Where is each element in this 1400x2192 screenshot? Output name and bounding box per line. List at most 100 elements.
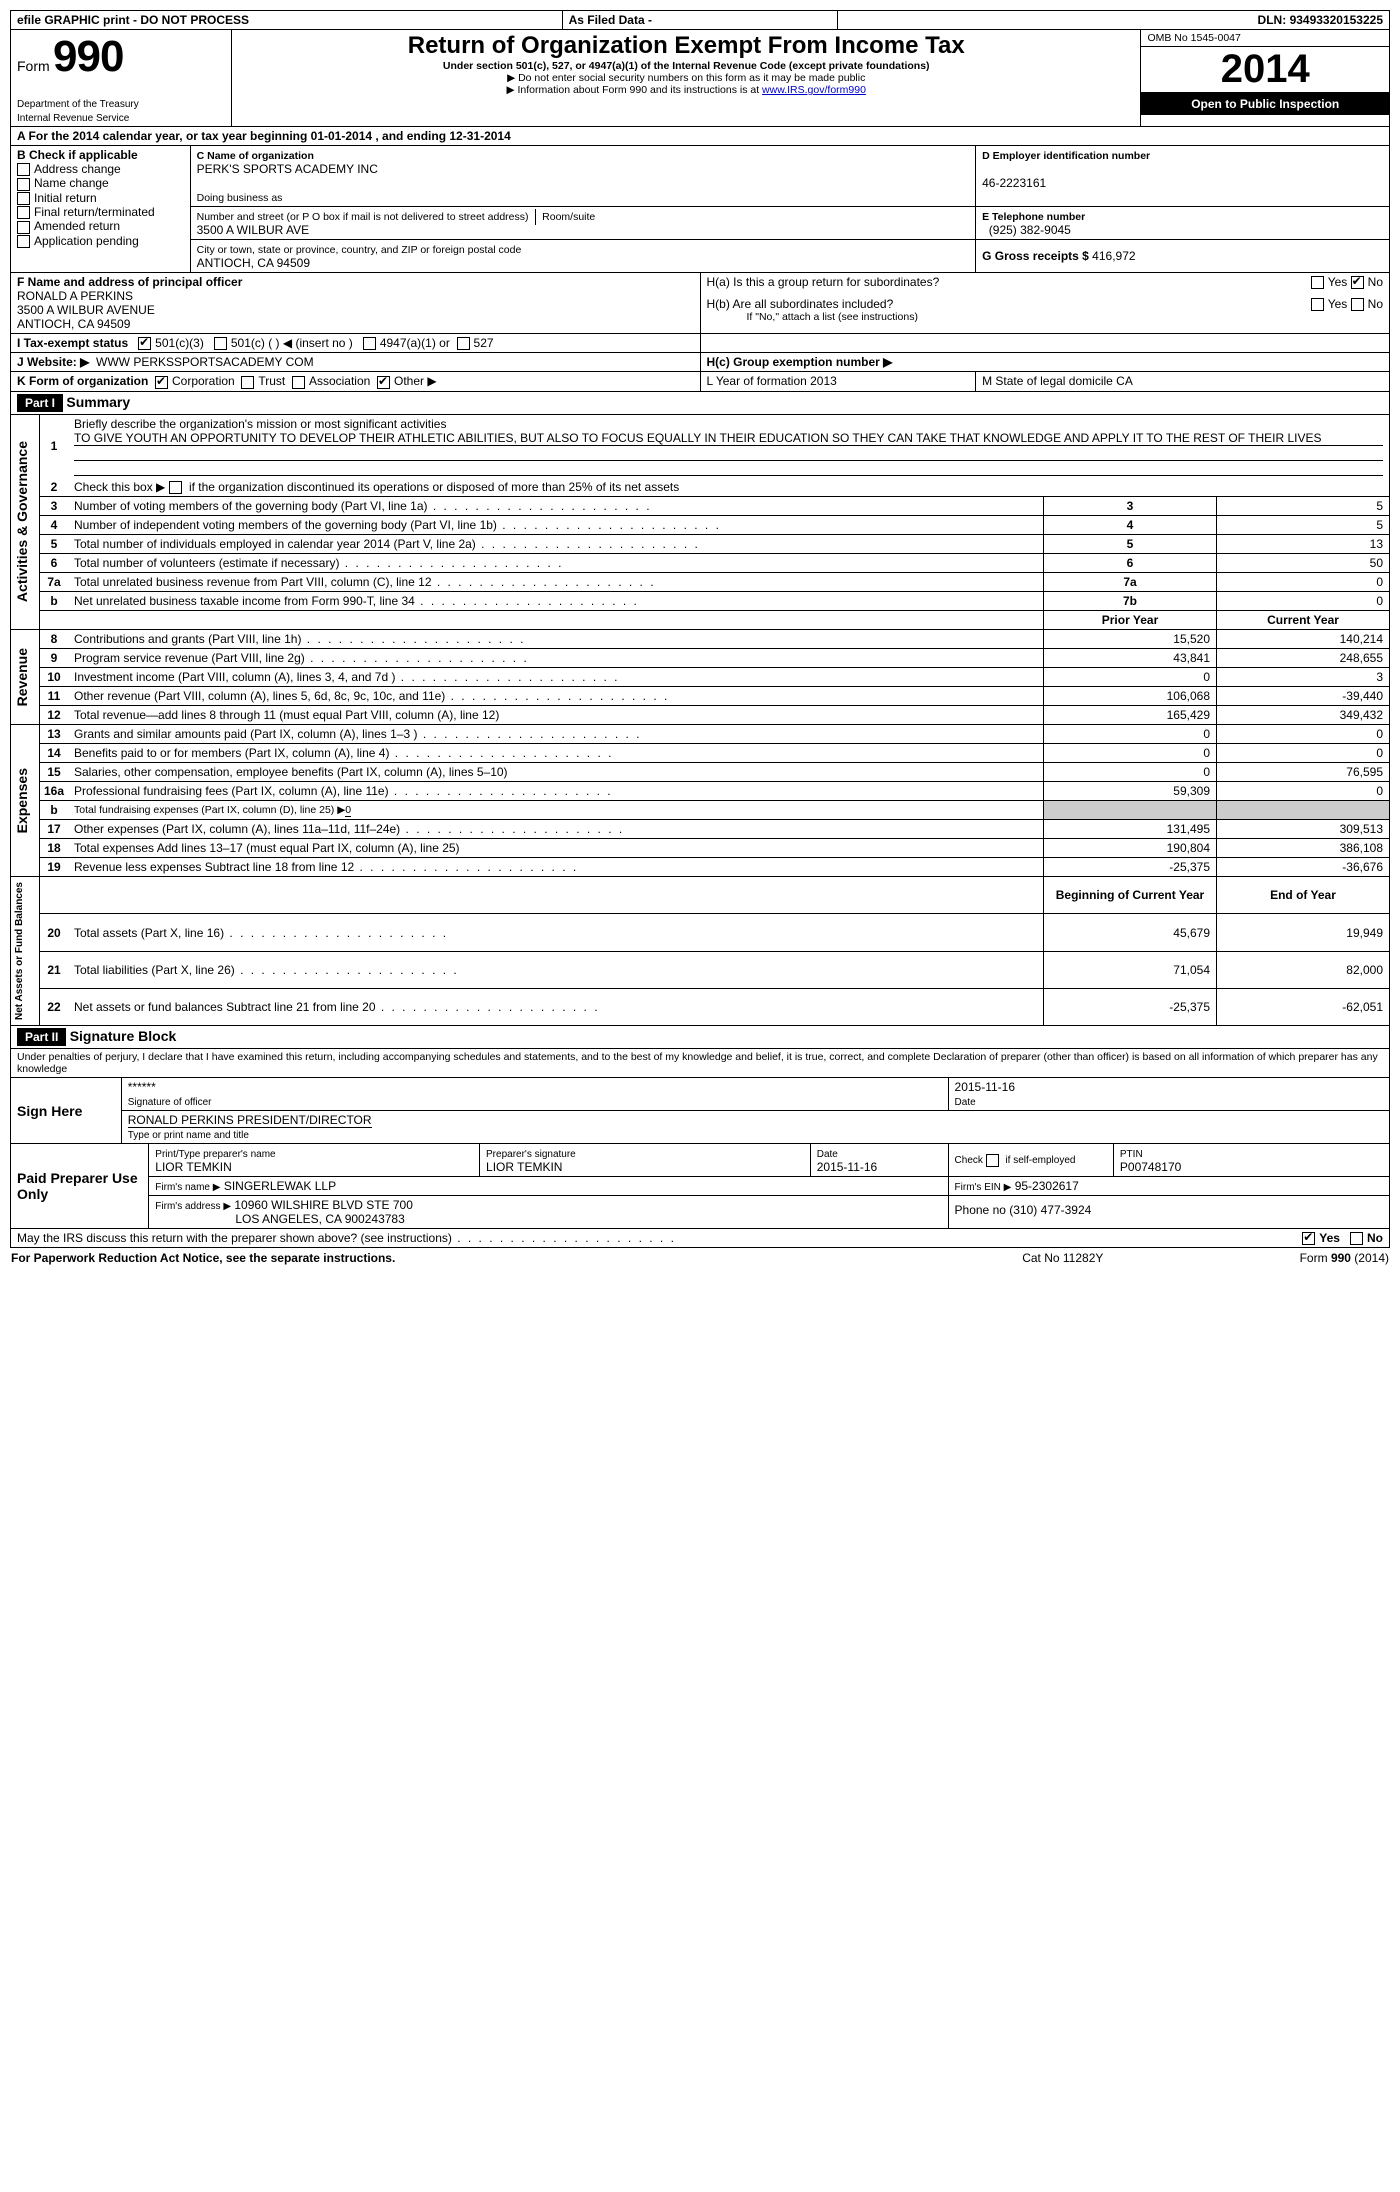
chk-discuss-yes[interactable]	[1302, 1232, 1315, 1245]
l3-box: 3	[1044, 496, 1217, 515]
l15-no: 15	[40, 762, 69, 781]
l8-text: Contributions and grants (Part VIII, lin…	[68, 629, 1044, 648]
chk-other[interactable]	[377, 376, 390, 389]
officer-name: RONALD A PERKINS	[17, 289, 133, 303]
sig-stars: ******	[128, 1080, 156, 1094]
firm-name: SINGERLEWAK LLP	[224, 1179, 336, 1193]
chk-hb-yes[interactable]	[1311, 298, 1324, 311]
opt-501c: 501(c) ( ) ◀ (insert no )	[231, 336, 353, 350]
prep-name: LIOR TEMKIN	[155, 1160, 231, 1174]
city-value: ANTIOCH, CA 94509	[197, 256, 310, 270]
l18-no: 18	[40, 838, 69, 857]
chk-amended-return[interactable]	[17, 221, 30, 234]
l21-cy: 82,000	[1217, 951, 1390, 988]
section-i-label: I Tax-exempt status	[17, 336, 128, 350]
l18-cy: 386,108	[1217, 838, 1390, 857]
city-label: City or town, state or province, country…	[197, 244, 522, 256]
l7b-text: Net unrelated business taxable income fr…	[68, 591, 1044, 610]
prep-sig: LIOR TEMKIN	[486, 1160, 562, 1174]
chk-discontinued[interactable]	[169, 481, 182, 494]
footer-form-no: 990	[1331, 1251, 1351, 1265]
l9-cy: 248,655	[1217, 648, 1390, 667]
l20-py: 45,679	[1044, 914, 1217, 951]
l12-no: 12	[40, 705, 69, 724]
gross-receipts: 416,972	[1092, 249, 1135, 263]
l16b-text: Total fundraising expenses (Part IX, col…	[74, 804, 345, 816]
prep-self-text: Check	[955, 1155, 986, 1166]
chk-trust[interactable]	[241, 376, 254, 389]
l19-no: 19	[40, 857, 69, 876]
opt-application-pending: Application pending	[34, 234, 139, 248]
chk-initial-return[interactable]	[17, 192, 30, 205]
col-boy: Beginning of Current Year	[1044, 876, 1217, 913]
chk-527[interactable]	[457, 337, 470, 350]
sig-officer-label: Signature of officer	[128, 1097, 212, 1108]
chk-discuss-no[interactable]	[1350, 1232, 1363, 1245]
efile-label: efile GRAPHIC print - DO NOT PROCESS	[11, 11, 563, 30]
l13-no: 13	[40, 724, 69, 743]
l6-val: 50	[1217, 553, 1390, 572]
l4-text: Number of independent voting members of …	[68, 515, 1044, 534]
street-value: 3500 A WILBUR AVE	[197, 223, 310, 237]
section-j-label: J Website: ▶	[17, 355, 89, 369]
l3-no: 3	[40, 496, 69, 515]
l17-py: 131,495	[1044, 819, 1217, 838]
irs-link[interactable]: www.IRS.gov/form990	[762, 84, 866, 96]
chk-address-change[interactable]	[17, 163, 30, 176]
chk-501c3[interactable]	[138, 337, 151, 350]
l8-py: 15,520	[1044, 629, 1217, 648]
ha-label: H(a) Is this a group return for subordin…	[707, 275, 940, 289]
l14-cy: 0	[1217, 743, 1390, 762]
chk-ha-no[interactable]	[1351, 276, 1364, 289]
col-prior-year: Prior Year	[1044, 610, 1217, 629]
l22-no: 22	[40, 989, 69, 1025]
l10-no: 10	[40, 667, 69, 686]
l19-cy: -36,676	[1217, 857, 1390, 876]
chk-final-return[interactable]	[17, 206, 30, 219]
mission-text: TO GIVE YOUTH AN OPPORTUNITY TO DEVELOP …	[74, 431, 1383, 446]
l18-text: Total expenses Add lines 13–17 (must equ…	[68, 838, 1044, 857]
sig-date: 2015-11-16	[955, 1080, 1016, 1094]
firm-phone: Phone no (310) 477-3924	[948, 1196, 1389, 1225]
dba-label: Doing business as	[197, 192, 283, 204]
chk-501c[interactable]	[214, 337, 227, 350]
l19-text: Revenue less expenses Subtract line 18 f…	[68, 857, 1044, 876]
perjury-declaration: Under penalties of perjury, I declare th…	[11, 1049, 1390, 1078]
chk-self-employed[interactable]	[986, 1154, 999, 1167]
l7a-no: 7a	[40, 572, 69, 591]
chk-corp[interactable]	[155, 376, 168, 389]
chk-application-pending[interactable]	[17, 235, 30, 248]
opt-other: Other ▶	[394, 374, 437, 388]
dln-label: DLN:	[1258, 13, 1287, 27]
prep-name-label: Print/Type preparer's name	[155, 1149, 275, 1160]
opt-amended-return: Amended return	[34, 219, 120, 233]
side-net: Net Assets or Fund Balances	[12, 878, 27, 1024]
chk-hb-no[interactable]	[1351, 298, 1364, 311]
l14-py: 0	[1044, 743, 1217, 762]
section-g-label: G Gross receipts $	[982, 249, 1089, 263]
l17-text: Other expenses (Part IX, column (A), lin…	[68, 819, 1044, 838]
line1-label: Briefly describe the organization's miss…	[74, 417, 446, 431]
discuss-no: No	[1367, 1231, 1383, 1245]
officer-name-label: Type or print name and title	[128, 1130, 249, 1141]
dept-line1: Department of the Treasury	[17, 99, 139, 110]
l10-cy: 3	[1217, 667, 1390, 686]
officer-addr1: 3500 A WILBUR AVENUE	[17, 303, 155, 317]
chk-name-change[interactable]	[17, 178, 30, 191]
form-label: Form	[17, 58, 50, 74]
l16a-py: 59,309	[1044, 781, 1217, 800]
note-info-prefix: ▶ Information about Form 990 and its ins…	[507, 84, 763, 96]
l20-cy: 19,949	[1217, 914, 1390, 951]
chk-4947[interactable]	[363, 337, 376, 350]
line-1-no: 1	[40, 415, 69, 478]
chk-ha-yes[interactable]	[1311, 276, 1324, 289]
l8-no: 8	[40, 629, 69, 648]
chk-assoc[interactable]	[292, 376, 305, 389]
l7a-text: Total unrelated business revenue from Pa…	[68, 572, 1044, 591]
prep-date: 2015-11-16	[817, 1160, 878, 1174]
l19-py: -25,375	[1044, 857, 1217, 876]
sig-date-label: Date	[955, 1097, 976, 1108]
l11-py: 106,068	[1044, 686, 1217, 705]
hc-label: H(c) Group exemption number ▶	[707, 355, 893, 369]
l12-text: Total revenue—add lines 8 through 11 (mu…	[68, 705, 1044, 724]
